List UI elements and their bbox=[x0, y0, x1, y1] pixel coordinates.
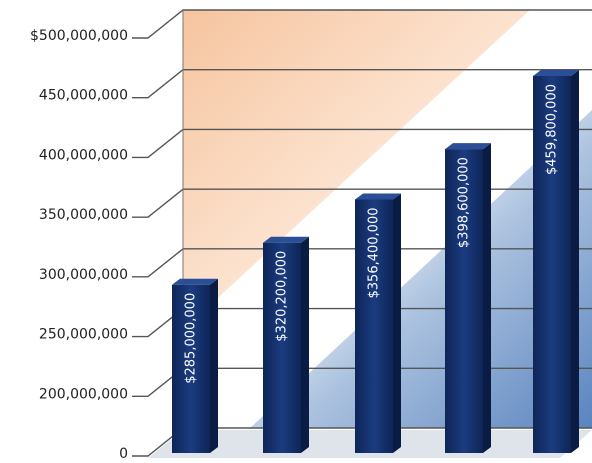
value-label: $356,400,000 bbox=[367, 207, 382, 298]
bar-top bbox=[263, 236, 309, 243]
bar-side bbox=[571, 70, 579, 453]
y-tick-label: 250,000,000 bbox=[39, 327, 128, 343]
bar bbox=[445, 149, 483, 453]
bar bbox=[355, 199, 393, 453]
bar-side bbox=[483, 143, 491, 453]
grid-line bbox=[132, 188, 592, 218]
y-tick-label: 200,000,000 bbox=[39, 386, 128, 402]
bar-top bbox=[445, 143, 491, 150]
grid-line bbox=[132, 128, 592, 159]
bar bbox=[533, 76, 571, 453]
y-tick-label: 300,000,000 bbox=[39, 267, 128, 283]
bar-top bbox=[533, 70, 579, 77]
value-label: $459,800,000 bbox=[545, 84, 560, 175]
bar-side bbox=[301, 236, 309, 453]
bar-top bbox=[355, 193, 401, 200]
grid-line bbox=[132, 9, 592, 39]
grid-line bbox=[132, 69, 592, 99]
bar-top bbox=[172, 278, 218, 285]
y-tick-label: 400,000,000 bbox=[39, 147, 128, 163]
value-label: $320,200,000 bbox=[275, 251, 290, 342]
y-tick-label: 350,000,000 bbox=[39, 207, 128, 223]
bar-side bbox=[393, 193, 401, 453]
y-tick-label: 450,000,000 bbox=[39, 88, 128, 104]
value-label: $398,600,000 bbox=[457, 157, 472, 248]
bar-side bbox=[210, 278, 218, 453]
y-tick-label: 0 bbox=[119, 446, 128, 462]
bar bbox=[172, 284, 210, 453]
value-label: $285,000,000 bbox=[184, 293, 199, 384]
y-tick-label: $500,000,000 bbox=[30, 28, 128, 44]
bar bbox=[263, 242, 301, 453]
